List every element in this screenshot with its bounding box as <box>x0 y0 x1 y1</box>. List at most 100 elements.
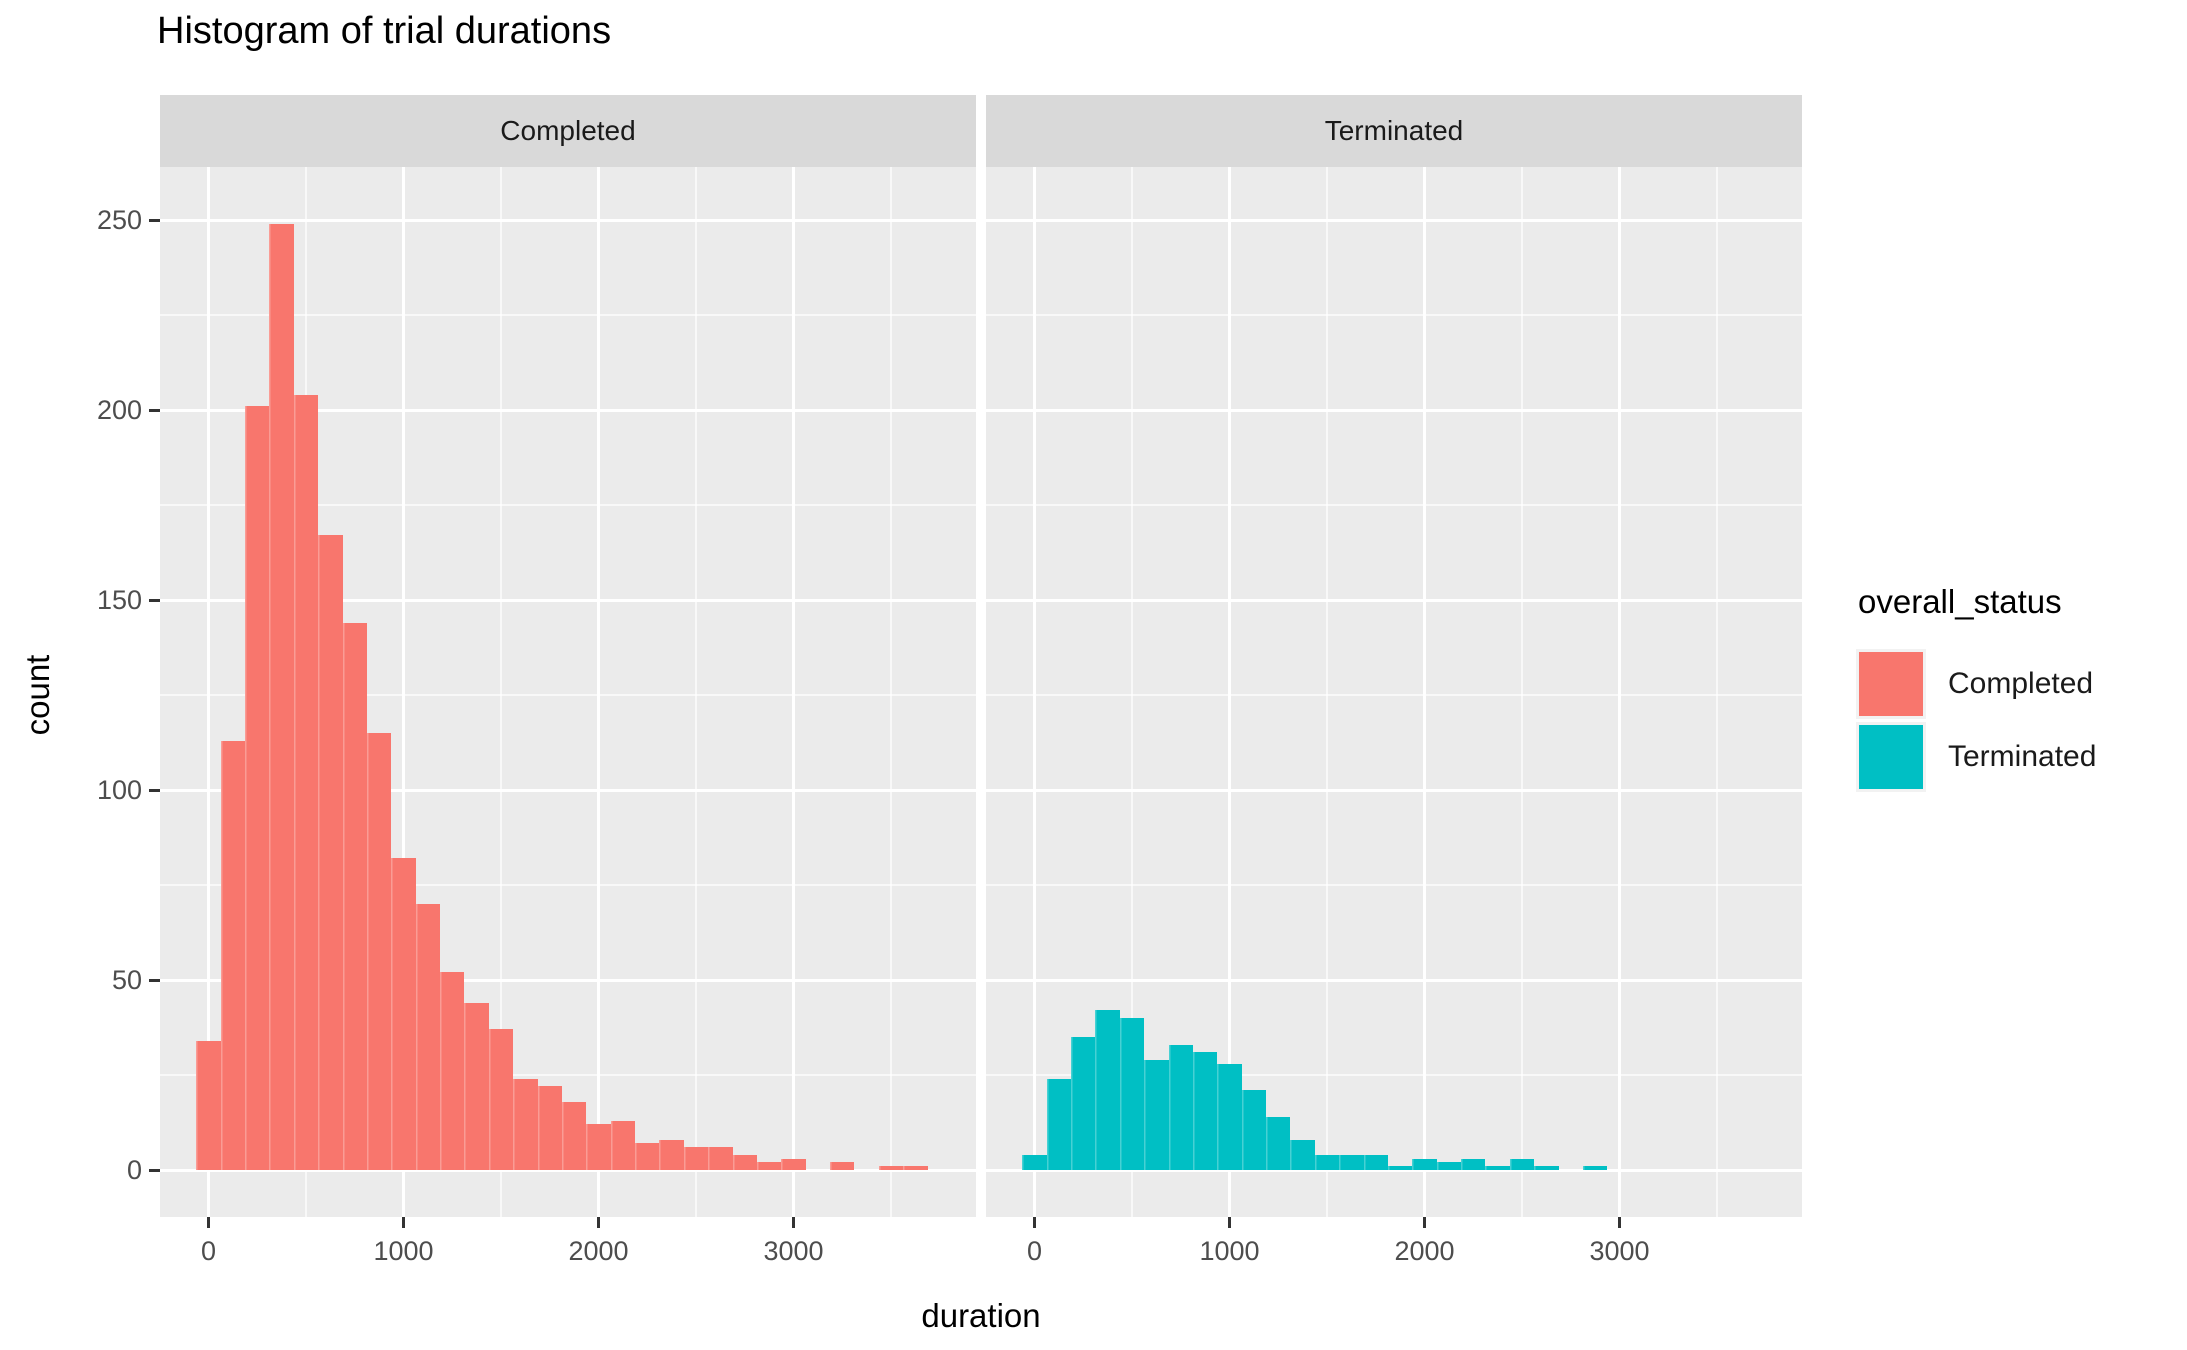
gridline-y-minor <box>160 314 976 316</box>
gridline-y-major <box>160 408 976 412</box>
gridline-y-minor <box>986 694 1802 696</box>
gridline-x-major <box>207 167 210 1217</box>
facet-strip-label: Terminated <box>1324 115 1464 146</box>
gridline-y-major <box>986 1168 1802 1172</box>
histogram-bar <box>1144 1059 1169 1170</box>
gridline-x-major <box>792 167 795 1217</box>
histogram-bar <box>1217 1063 1242 1170</box>
histogram-bar <box>659 1139 684 1170</box>
gridline-x-minor <box>500 167 502 1217</box>
histogram-bar <box>293 394 319 1170</box>
x-tick-mark <box>207 1217 210 1228</box>
histogram-bar <box>878 1166 904 1170</box>
legend-title: overall_status <box>1858 583 2062 620</box>
x-tick-label: 2000 <box>568 1236 629 1266</box>
gridline-y-major <box>986 218 1802 222</box>
histogram-bar <box>366 733 392 1170</box>
histogram-bar <box>708 1147 733 1170</box>
legend-item-terminated: Terminated <box>1856 722 2096 792</box>
legend-swatch-terminated <box>1856 722 1926 792</box>
x-tick-mark <box>1033 1217 1036 1228</box>
histogram-bar <box>1485 1166 1510 1170</box>
histogram-bar <box>440 972 465 1170</box>
y-tick-label: 200 <box>96 395 142 425</box>
legend-item-completed: Completed <box>1856 649 2096 719</box>
gridline-x-minor <box>1716 167 1718 1217</box>
x-tick-label: 1000 <box>373 1236 434 1266</box>
gridline-x-minor <box>1326 167 1328 1217</box>
histogram-bar <box>1461 1158 1486 1170</box>
gridline-x-minor <box>890 167 892 1217</box>
y-tick-label: 150 <box>96 585 142 615</box>
histogram-bar <box>488 1029 514 1170</box>
gridline-x-major <box>1033 167 1036 1217</box>
gridline-x-major <box>402 167 405 1217</box>
gridline-x-minor <box>1521 167 1523 1217</box>
facet-strip-label: Completed <box>500 115 636 146</box>
y-tick-mark <box>149 218 160 222</box>
histogram-bar <box>1095 1010 1120 1170</box>
legend-label-terminated: Terminated <box>1948 740 2097 773</box>
histogram-bar <box>1339 1154 1364 1170</box>
histogram-bar <box>1290 1139 1315 1170</box>
y-tick-mark <box>149 978 160 982</box>
gridline-y-major <box>160 1168 976 1172</box>
chart-title: Histogram of trial durations <box>157 10 612 52</box>
y-axis-title: count <box>19 654 56 736</box>
x-tick-mark <box>1228 1217 1231 1228</box>
histogram-bar <box>610 1120 636 1170</box>
histogram-bar <box>196 1040 221 1170</box>
histogram-bar <box>1509 1158 1535 1170</box>
histogram-bar <box>1534 1166 1559 1170</box>
gridline-x-major <box>597 167 600 1217</box>
histogram-bar <box>1412 1158 1437 1170</box>
histogram-bar <box>415 904 441 1170</box>
x-tick-mark <box>402 1217 405 1228</box>
histogram-bar <box>1168 1044 1193 1170</box>
gridline-y-minor <box>160 1074 976 1076</box>
gridline-y-minor <box>986 504 1802 506</box>
y-tick-mark <box>149 598 160 602</box>
histogram-bar <box>903 1166 928 1170</box>
x-tick-label: 3000 <box>763 1236 824 1266</box>
x-tick-label: 0 <box>1026 1236 1043 1266</box>
gridline-y-minor <box>160 884 976 886</box>
y-tick-label: 250 <box>96 205 142 235</box>
y-tick-label: 0 <box>126 1155 142 1185</box>
histogram-bar <box>269 223 294 1170</box>
histogram-bar <box>561 1101 587 1170</box>
histogram-bar <box>245 406 270 1170</box>
histogram-bar <box>1046 1078 1072 1170</box>
x-tick-mark <box>1423 1217 1426 1228</box>
histogram-bar <box>683 1147 709 1170</box>
histogram-bar <box>1192 1052 1218 1170</box>
x-tick-mark <box>792 1217 795 1228</box>
histogram-bar <box>391 858 416 1170</box>
facet-strip-terminated: Terminated <box>986 95 1802 167</box>
histogram-bar <box>1363 1154 1388 1170</box>
histogram-bar <box>781 1158 806 1170</box>
histogram-bar <box>732 1154 757 1170</box>
facet-strip-completed: Completed <box>160 95 976 167</box>
gridline-y-minor <box>986 884 1802 886</box>
histogram-bar <box>1266 1116 1291 1170</box>
histogram-bar <box>1314 1154 1340 1170</box>
y-tick-label: 50 <box>111 965 142 995</box>
histogram-bar <box>342 622 367 1170</box>
histogram-bar <box>756 1162 782 1170</box>
x-tick-mark <box>597 1217 600 1228</box>
histogram-bar <box>537 1086 562 1170</box>
y-tick-mark <box>149 788 160 792</box>
histogram-bar <box>318 535 343 1170</box>
gridline-y-minor <box>986 314 1802 316</box>
x-tick-label: 2000 <box>1394 1236 1455 1266</box>
histogram-bar <box>1436 1162 1462 1170</box>
gridline-x-major <box>1618 167 1621 1217</box>
histogram-bar <box>1022 1154 1047 1170</box>
gridline-x-minor <box>1131 167 1133 1217</box>
legend-label-completed: Completed <box>1948 667 2094 700</box>
gridline-y-minor <box>160 694 976 696</box>
histogram-bar <box>513 1078 538 1170</box>
legend-swatch-completed <box>1856 649 1926 719</box>
